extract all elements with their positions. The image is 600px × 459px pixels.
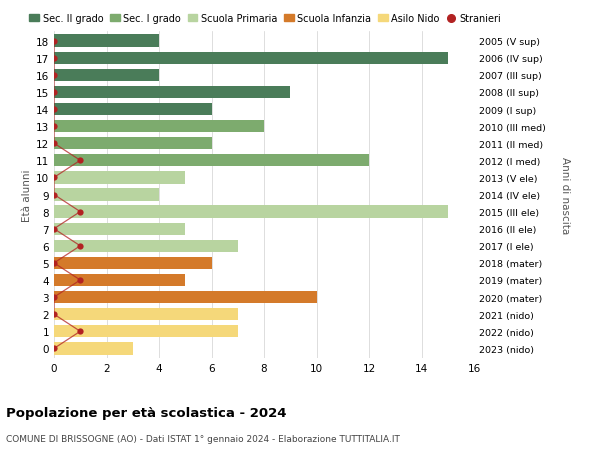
Bar: [54, 257, 212, 269]
Bar: [54, 35, 159, 48]
Bar: [54, 52, 448, 65]
Bar: [54, 155, 369, 167]
Bar: [54, 308, 238, 321]
Bar: [54, 206, 448, 218]
Y-axis label: Anni di nascita: Anni di nascita: [560, 157, 569, 234]
Bar: [54, 223, 185, 235]
Text: COMUNE DI BRISSOGNE (AO) - Dati ISTAT 1° gennaio 2024 - Elaborazione TUTTITALIA.: COMUNE DI BRISSOGNE (AO) - Dati ISTAT 1°…: [6, 434, 400, 443]
Bar: [54, 342, 133, 355]
Text: Popolazione per età scolastica - 2024: Popolazione per età scolastica - 2024: [6, 406, 287, 419]
Bar: [54, 69, 159, 82]
Bar: [54, 291, 317, 303]
Bar: [54, 274, 185, 286]
Bar: [54, 325, 238, 338]
Y-axis label: Età alunni: Età alunni: [22, 169, 32, 221]
Bar: [54, 121, 264, 133]
Legend: Sec. II grado, Sec. I grado, Scuola Primaria, Scuola Infanzia, Asilo Nido, Stran: Sec. II grado, Sec. I grado, Scuola Prim…: [29, 14, 501, 24]
Bar: [54, 87, 290, 99]
Bar: [54, 172, 185, 184]
Bar: [54, 240, 238, 252]
Bar: [54, 104, 212, 116]
Bar: [54, 138, 212, 150]
Bar: [54, 189, 159, 201]
